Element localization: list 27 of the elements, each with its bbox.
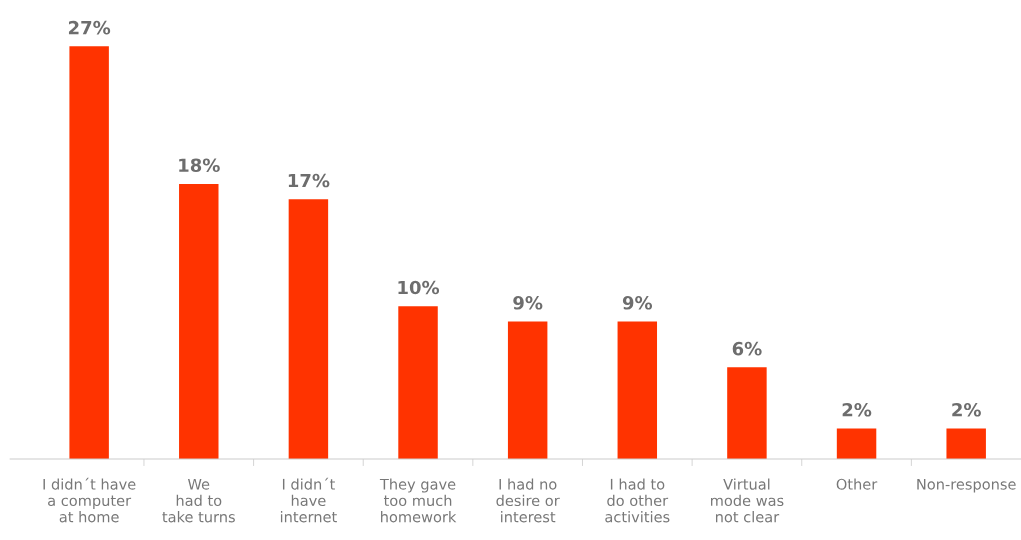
data-label: 27% bbox=[68, 20, 111, 35]
bar bbox=[288, 199, 329, 459]
data-label: 9% bbox=[513, 295, 543, 310]
bar bbox=[179, 183, 219, 459]
x-tick-label: Other bbox=[836, 478, 878, 490]
x-tick-label: We had to take turns bbox=[162, 478, 235, 523]
x-tick-label: I had no desire or interest bbox=[496, 478, 560, 523]
bar bbox=[507, 321, 548, 459]
bar bbox=[617, 321, 658, 459]
bar bbox=[946, 428, 986, 459]
x-tick-label: I didn´t have internet bbox=[280, 477, 337, 523]
data-label: 9% bbox=[622, 295, 653, 310]
data-label: 6% bbox=[732, 341, 762, 356]
data-label: 2% bbox=[952, 402, 981, 417]
bar bbox=[836, 428, 877, 459]
x-tick-label: Non-response bbox=[917, 478, 1016, 493]
x-tick-label: They gave too much homework bbox=[379, 478, 457, 523]
data-label: 10% bbox=[398, 280, 440, 295]
x-tick-label: I didn´t have a computer at home bbox=[43, 477, 136, 523]
bar bbox=[398, 306, 438, 459]
x-tick-label: Virtual mode was not clear bbox=[711, 478, 784, 523]
data-label: 2% bbox=[842, 402, 872, 417]
data-label: 17% bbox=[288, 173, 330, 188]
data-label: 18% bbox=[179, 158, 220, 173]
x-tick-label: I had to do other activities bbox=[605, 478, 670, 523]
bar bbox=[727, 367, 767, 459]
bar bbox=[69, 46, 109, 459]
